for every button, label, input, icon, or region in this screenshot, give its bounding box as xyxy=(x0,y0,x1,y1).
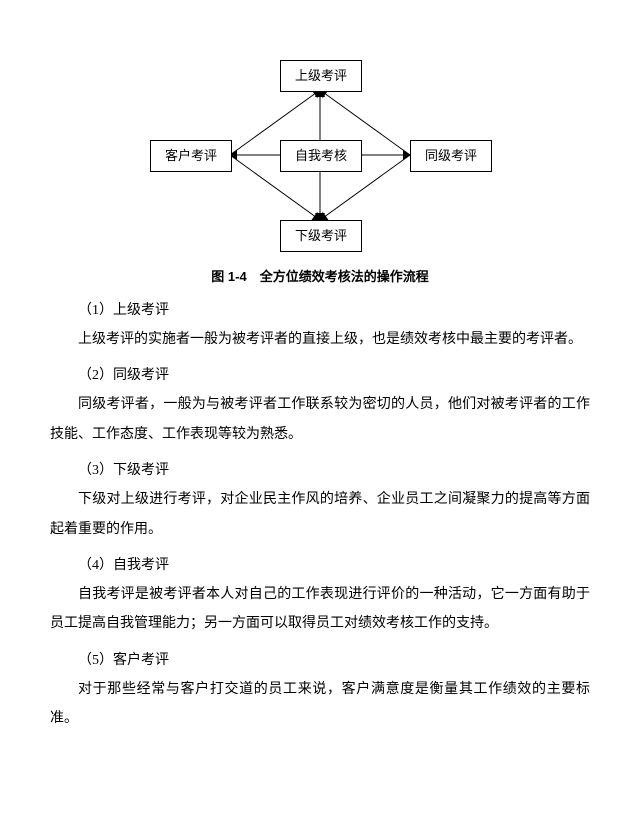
node-right: 同级考评 xyxy=(410,140,492,172)
section-1-body: 上级考评的实施者一般为被考评者的直接上级，也是绩效考核中最主要的考评者。 xyxy=(50,325,590,354)
flowchart-diagram: 上级考评 客户考评 自我考核 同级考评 下级考评 xyxy=(140,50,500,260)
figure-caption: 图 1-4 全方位绩效考核法的操作流程 xyxy=(50,266,590,285)
section-3-heading: （3）下级考评 xyxy=(50,459,590,479)
document-page: 上级考评 客户考评 自我考核 同级考评 下级考评 图 1-4 全方位绩效考核法的… xyxy=(0,0,640,776)
section-2-body: 同级考评者，一般为与被考评者工作联系较为密切的人员，他们对被考评者的工作技能、工… xyxy=(50,390,590,449)
section-1-heading: （1）上级考评 xyxy=(50,299,590,319)
section-5-heading: （5）客户考评 xyxy=(50,649,590,669)
node-left: 客户考评 xyxy=(150,140,232,172)
section-4-heading: （4）自我考评 xyxy=(50,554,590,574)
node-top: 上级考评 xyxy=(280,60,362,92)
section-3-body: 下级对上级进行考评，对企业民主作风的培养、企业员工之间凝聚力的提高等方面起着重要… xyxy=(50,485,590,544)
section-5-body: 对于那些经常与客户打交道的员工来说，客户满意度是衡量其工作绩效的主要标准。 xyxy=(50,675,590,734)
node-center: 自我考核 xyxy=(280,140,362,172)
node-bottom: 下级考评 xyxy=(280,220,362,252)
section-4-body: 自我考评是被考评者本人对自己的工作表现进行评价的一种活动，它一方面有助于员工提高… xyxy=(50,580,590,639)
section-2-heading: （2）同级考评 xyxy=(50,364,590,384)
